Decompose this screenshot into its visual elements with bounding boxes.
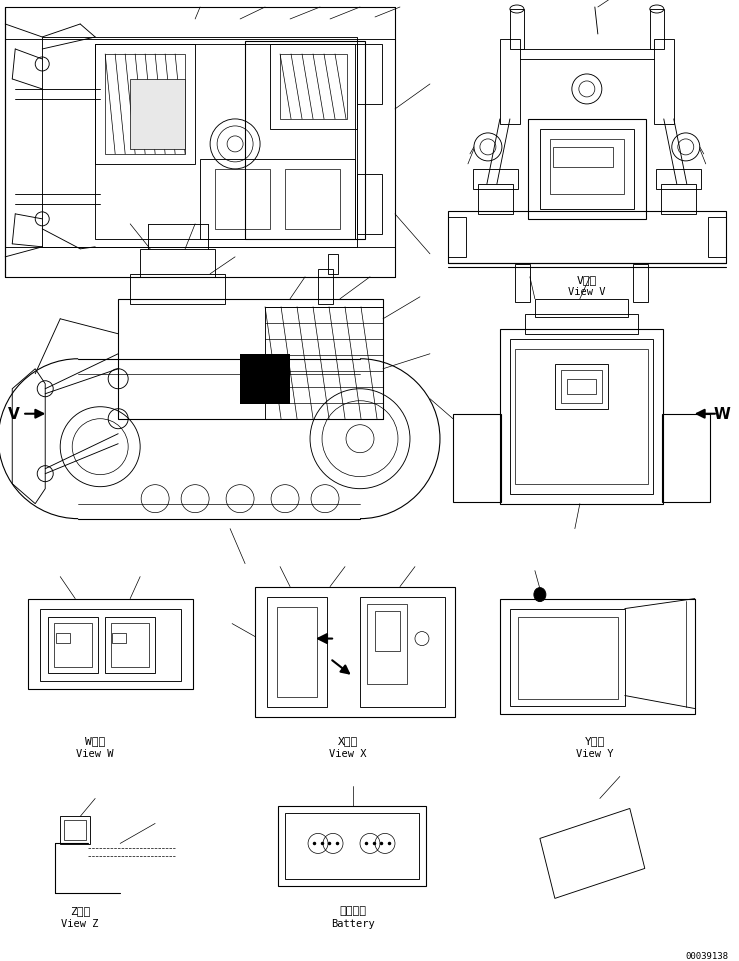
Bar — [285, 814, 419, 879]
Bar — [28, 599, 193, 689]
Text: Battery: Battery — [331, 919, 375, 928]
Bar — [265, 308, 383, 419]
Text: 00039138: 00039138 — [686, 950, 729, 960]
Bar — [515, 264, 530, 303]
Bar — [130, 80, 185, 150]
Text: X　視: X 視 — [338, 736, 358, 746]
Bar — [453, 414, 501, 503]
Bar — [633, 264, 648, 303]
Bar — [650, 10, 664, 50]
Text: Z　視: Z 視 — [70, 905, 90, 916]
Text: バッテリ: バッテリ — [339, 905, 367, 916]
Bar — [360, 597, 445, 706]
Bar — [42, 37, 357, 248]
Bar — [662, 414, 709, 503]
Bar — [528, 120, 646, 220]
Bar — [510, 609, 625, 705]
Text: Y　視: Y 視 — [585, 736, 605, 746]
Bar — [500, 40, 520, 125]
Bar — [550, 139, 624, 195]
Bar — [277, 607, 317, 697]
Bar — [654, 40, 674, 125]
Bar — [500, 599, 695, 714]
Text: View V: View V — [568, 286, 605, 297]
Bar — [357, 175, 382, 234]
Bar — [535, 300, 628, 317]
Bar — [500, 330, 663, 505]
Bar — [54, 623, 92, 667]
Bar — [280, 55, 347, 120]
Bar — [473, 170, 518, 189]
Bar — [130, 275, 225, 305]
Bar — [245, 42, 365, 239]
Bar — [525, 314, 638, 334]
Text: View W: View W — [76, 749, 114, 758]
Bar — [56, 633, 70, 643]
Ellipse shape — [534, 588, 546, 602]
Bar — [510, 10, 524, 50]
Bar — [240, 355, 290, 405]
Bar — [518, 617, 618, 699]
Bar — [95, 45, 195, 164]
Bar — [708, 217, 726, 258]
Bar — [278, 806, 426, 886]
Bar — [5, 8, 395, 40]
Bar — [367, 604, 407, 684]
Bar — [270, 45, 357, 130]
Bar — [215, 170, 270, 230]
Bar — [255, 587, 455, 717]
Bar — [661, 185, 696, 214]
Bar — [357, 45, 382, 105]
Bar — [553, 148, 613, 168]
Bar — [285, 170, 340, 230]
Text: View Z: View Z — [61, 919, 99, 928]
Bar — [567, 380, 596, 394]
Text: W: W — [714, 407, 731, 422]
Bar — [60, 817, 90, 845]
Bar — [655, 170, 701, 189]
Bar — [510, 339, 653, 494]
Bar — [105, 617, 155, 673]
Bar — [478, 185, 513, 214]
Bar — [448, 217, 466, 258]
Bar — [555, 364, 608, 409]
Bar — [5, 8, 395, 278]
Bar — [40, 609, 181, 680]
Bar — [111, 623, 149, 667]
Text: V: V — [8, 407, 20, 422]
Text: View Y: View Y — [576, 749, 613, 758]
Bar — [267, 597, 327, 706]
Bar — [140, 250, 215, 278]
Bar — [448, 211, 726, 263]
Bar — [48, 617, 98, 673]
Bar — [112, 633, 126, 643]
Text: W　視: W 視 — [85, 736, 106, 746]
Bar — [200, 160, 355, 239]
Bar — [5, 248, 395, 278]
Bar — [375, 611, 400, 651]
Bar — [561, 370, 602, 404]
Bar — [318, 269, 333, 305]
Bar — [95, 45, 355, 239]
Bar — [105, 55, 185, 155]
Bar — [515, 350, 648, 484]
Text: View X: View X — [330, 749, 367, 758]
Text: V　視: V 視 — [576, 275, 597, 284]
Bar — [118, 300, 383, 419]
Bar — [540, 130, 634, 209]
Bar — [328, 255, 338, 275]
Bar — [64, 821, 86, 841]
